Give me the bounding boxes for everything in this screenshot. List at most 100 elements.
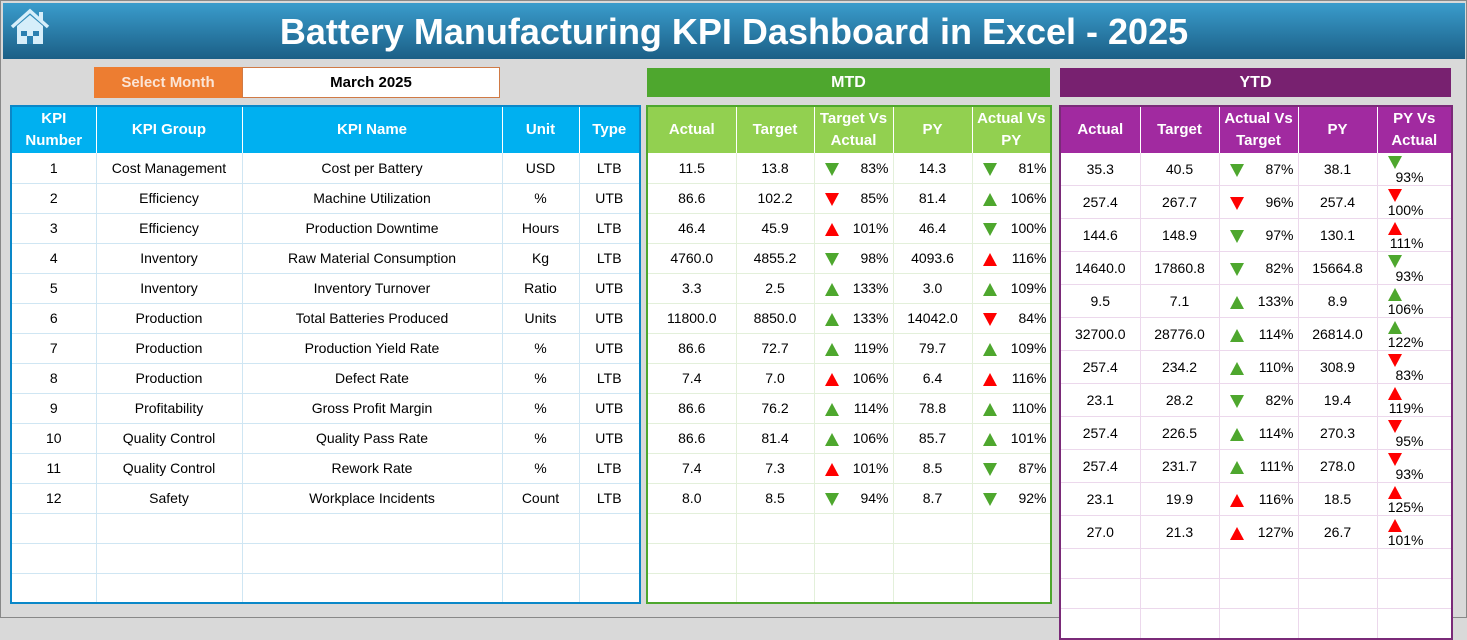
mtd-target-cell: 8850.0 — [736, 303, 815, 334]
comparison-cell: 116% — [972, 243, 1052, 274]
mtd-py-cell: 79.7 — [893, 333, 973, 364]
mtd-py-cell: 8.7 — [893, 483, 973, 514]
table-row: 86.6 102.2 85% 81.4 106% — [647, 183, 1052, 214]
percent-value: 125% — [1387, 499, 1424, 515]
empty-cell — [502, 543, 580, 574]
comparison-cell: 110% — [972, 393, 1052, 424]
empty-cell — [1140, 548, 1220, 579]
table-row — [647, 513, 1052, 544]
column-header: Target Vs Actual — [814, 106, 894, 153]
table-row: 4 Inventory Raw Material Consumption Kg LTB — [11, 243, 641, 274]
table-row: 1 Cost Management Cost per Battery USD LTB — [11, 153, 641, 184]
comparison-cell: 122% — [1377, 317, 1453, 351]
comparison-cell: 116% — [1219, 482, 1299, 516]
ytd-target-cell: 28776.0 — [1140, 317, 1220, 351]
empty-cell — [647, 573, 737, 604]
percent-value: 133% — [852, 310, 889, 326]
arrow-down-green-icon — [1387, 155, 1402, 169]
mtd-target-cell: 102.2 — [736, 183, 815, 214]
kpi-name-cell: Production Downtime — [242, 213, 503, 244]
table-row — [647, 543, 1052, 574]
ytd-actual-cell: 257.4 — [1060, 185, 1141, 219]
kpi-group-cell: Cost Management — [96, 153, 243, 184]
percent-value: 85% — [860, 190, 889, 206]
table-row: 46.4 45.9 101% 46.4 100% — [647, 213, 1052, 244]
empty-cell — [1060, 608, 1141, 639]
table-row: 6 Production Total Batteries Produced Units… — [11, 303, 641, 334]
type-cell: LTB — [579, 363, 641, 394]
column-header: Actual Vs Target — [1219, 106, 1299, 153]
percent-value: 101% — [852, 220, 889, 236]
table-row — [11, 573, 641, 604]
table-row: 257.4 226.5 114% 270.3 95% — [1060, 416, 1453, 450]
kpi-number-cell: 4 — [11, 243, 97, 274]
mtd-section-header: MTD — [647, 68, 1050, 97]
empty-cell — [242, 573, 503, 604]
ytd-actual-cell: 257.4 — [1060, 449, 1141, 483]
comparison-cell: 84% — [972, 303, 1052, 334]
percent-value: 93% — [1395, 466, 1424, 482]
arrow-up-red-icon — [824, 462, 839, 476]
arrow-up-green-icon — [982, 402, 997, 416]
table-row: 257.4 234.2 110% 308.9 83% — [1060, 350, 1453, 384]
mtd-target-cell: 7.3 — [736, 453, 815, 484]
arrow-down-green-icon — [1229, 262, 1244, 276]
mtd-py-cell: 6.4 — [893, 363, 973, 394]
kpi-number-cell: 9 — [11, 393, 97, 424]
percent-value: 101% — [1387, 532, 1424, 548]
column-header: Actual — [1060, 106, 1141, 153]
ytd-target-cell: 267.7 — [1140, 185, 1220, 219]
arrow-up-green-icon — [1229, 460, 1244, 474]
arrow-up-red-icon — [824, 372, 839, 386]
table-row: 32700.0 28776.0 114% 26814.0 122% — [1060, 317, 1453, 351]
comparison-cell: 133% — [1219, 284, 1299, 318]
percent-value: 114% — [1258, 326, 1294, 342]
dashboard-title: Battery Manufacturing KPI Dashboard in E… — [3, 3, 1465, 59]
column-header: KPI Name — [242, 106, 503, 153]
arrow-down-green-icon — [1229, 394, 1244, 408]
percent-value: 122% — [1387, 334, 1424, 350]
comparison-cell: 93% — [1377, 449, 1453, 483]
percent-value: 93% — [1395, 268, 1424, 284]
comparison-cell: 125% — [1377, 482, 1453, 516]
percent-value: 106% — [852, 370, 889, 386]
mtd-target-cell: 7.0 — [736, 363, 815, 394]
ytd-target-cell: 231.7 — [1140, 449, 1220, 483]
comparison-cell: 119% — [814, 333, 894, 364]
ytd-target-cell: 21.3 — [1140, 515, 1220, 549]
empty-cell — [647, 543, 737, 574]
arrow-up-green-icon — [1387, 320, 1402, 334]
kpi-number-cell: 2 — [11, 183, 97, 214]
mtd-target-cell: 4855.2 — [736, 243, 815, 274]
type-cell: LTB — [579, 243, 641, 274]
unit-cell: Kg — [502, 243, 580, 274]
table-row: 23.1 28.2 82% 19.4 119% — [1060, 383, 1453, 417]
home-icon[interactable] — [9, 7, 51, 47]
unit-cell: % — [502, 423, 580, 454]
arrow-down-red-icon — [1387, 452, 1402, 466]
comparison-cell: 98% — [814, 243, 894, 274]
kpi-name-cell: Gross Profit Margin — [242, 393, 503, 424]
percent-value: 116% — [1011, 250, 1047, 266]
table-row: 10 Quality Control Quality Pass Rate% UTB — [11, 423, 641, 454]
percent-value: 100% — [1387, 202, 1424, 218]
empty-cell — [502, 513, 580, 544]
ytd-actual-cell: 35.3 — [1060, 153, 1141, 186]
table-row: 9 Profitability Gross Profit Margin% UTB — [11, 393, 641, 424]
empty-cell — [1060, 578, 1141, 609]
percent-value: 111% — [1389, 235, 1424, 251]
kpi-group-cell: Profitability — [96, 393, 243, 424]
comparison-cell: 85% — [814, 183, 894, 214]
month-dropdown[interactable]: March 2025 — [242, 67, 500, 98]
kpi-table: KPI Number KPI Group KPI Name Unit Type 1 Cost… — [10, 105, 641, 604]
mtd-target-cell: 2.5 — [736, 273, 815, 304]
mtd-actual-cell: 46.4 — [647, 213, 737, 244]
mtd-py-cell: 14.3 — [893, 153, 973, 184]
arrow-up-green-icon — [982, 282, 997, 296]
arrow-up-red-icon — [824, 222, 839, 236]
unit-cell: % — [502, 183, 580, 214]
table-row: 2 Efficiency Machine Utilization% UTB — [11, 183, 641, 214]
unit-cell: % — [502, 333, 580, 364]
ytd-actual-cell: 257.4 — [1060, 416, 1141, 450]
kpi-name-cell: Machine Utilization — [242, 183, 503, 214]
